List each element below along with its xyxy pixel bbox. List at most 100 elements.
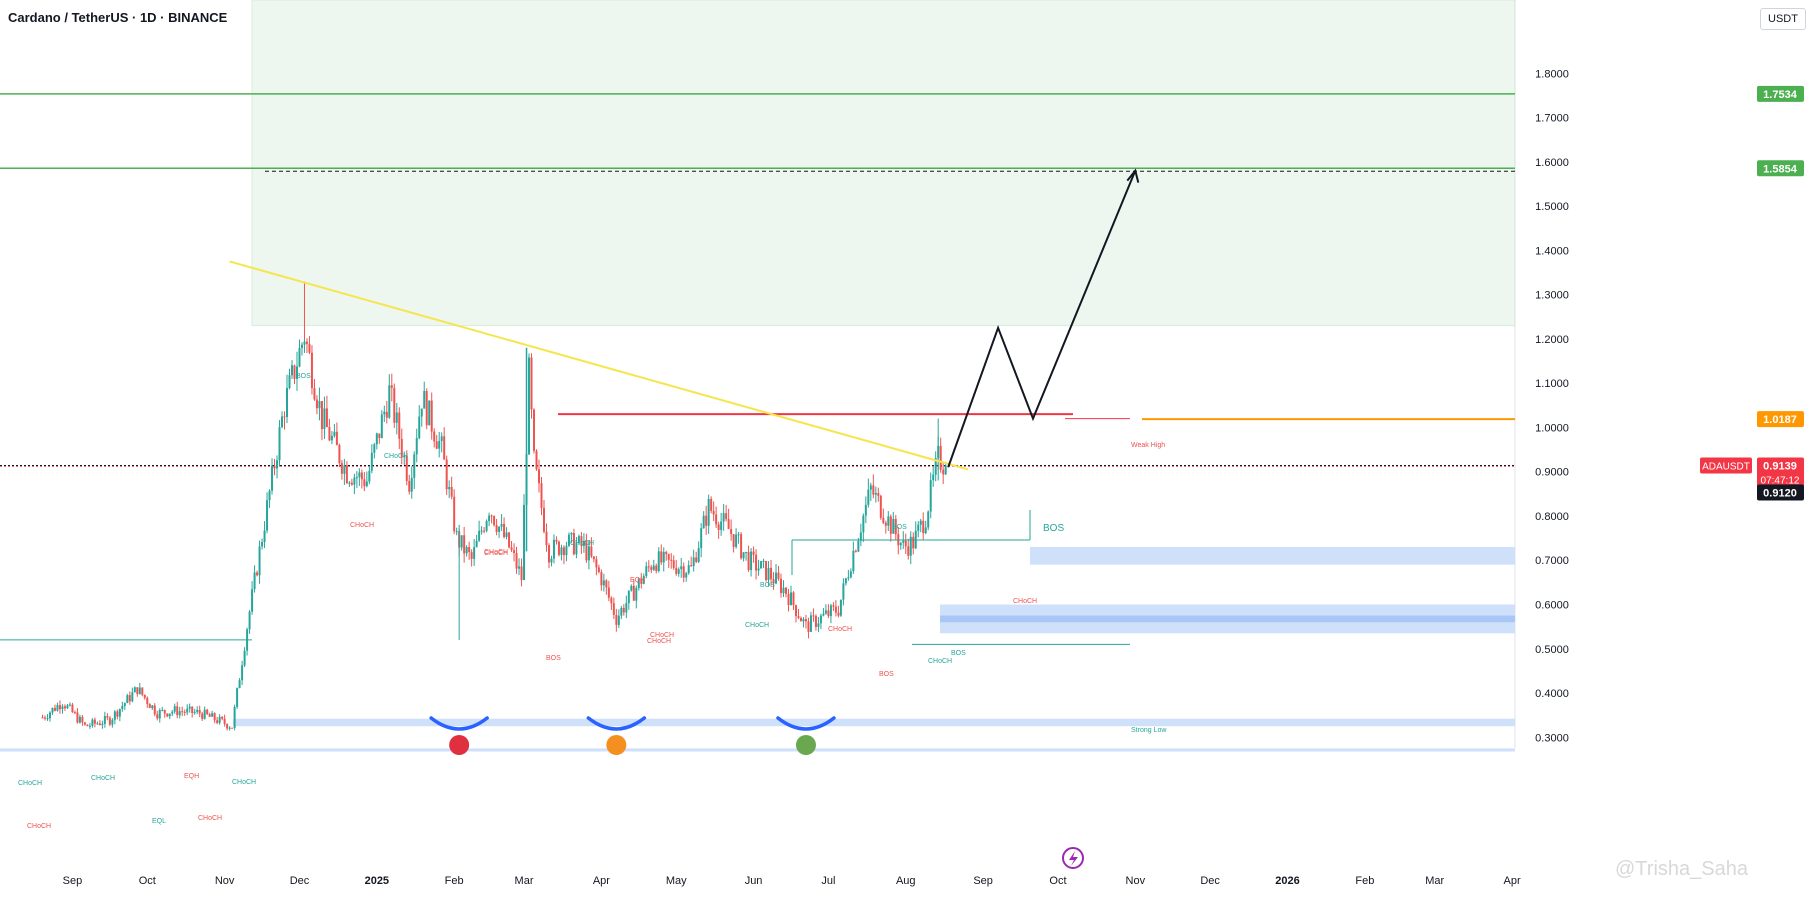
candle-body xyxy=(81,716,84,723)
candle-body xyxy=(191,706,194,713)
candle-body xyxy=(438,441,441,449)
y-tick-label: 0.5000 xyxy=(1535,644,1569,656)
candle-body xyxy=(293,365,296,379)
candle-body xyxy=(513,550,516,554)
candle-body xyxy=(460,535,463,548)
x-tick-label: Apr xyxy=(593,875,610,887)
candle-body xyxy=(542,507,545,532)
candle-body xyxy=(735,534,738,547)
candle-body xyxy=(323,408,326,430)
candle-body xyxy=(445,459,448,490)
candle-body xyxy=(468,547,471,553)
candle-body xyxy=(884,522,887,526)
candle-body xyxy=(176,706,179,716)
price-tag-text: 0.9120 xyxy=(1763,488,1797,500)
candle-body xyxy=(567,534,570,546)
candle-body xyxy=(493,516,496,526)
candle-body xyxy=(575,543,578,555)
candle-body xyxy=(533,409,536,451)
candle-body xyxy=(590,546,593,557)
candle-body xyxy=(640,578,643,584)
candle-body xyxy=(794,605,797,617)
candle-body xyxy=(368,470,371,482)
x-tick-label: Dec xyxy=(1200,875,1220,887)
candle-body xyxy=(216,720,219,723)
candle-body xyxy=(844,578,847,584)
candles xyxy=(41,336,947,731)
candle-body xyxy=(118,709,121,717)
candle-body xyxy=(799,617,802,622)
low-arc xyxy=(776,716,836,731)
candle-body xyxy=(515,553,518,569)
price-tag xyxy=(1757,85,1804,102)
candle-body xyxy=(510,547,513,551)
candle-body xyxy=(625,603,628,613)
candle-body xyxy=(807,621,810,632)
price-axis-unit-button[interactable]: USDT xyxy=(1760,8,1806,30)
price-tag xyxy=(1757,411,1804,428)
candle-body xyxy=(163,709,166,714)
candle-body xyxy=(113,711,116,720)
price-tag xyxy=(1757,160,1804,177)
candle-body xyxy=(211,713,214,717)
candle-body xyxy=(198,709,201,714)
candle-body xyxy=(241,665,244,681)
candle-body xyxy=(66,705,69,709)
candle-body xyxy=(305,341,308,344)
candle-body xyxy=(847,577,850,579)
candle-body xyxy=(343,465,346,474)
candle-body xyxy=(530,357,533,410)
candle-body xyxy=(819,615,822,624)
candle-body xyxy=(600,572,603,586)
candle-body xyxy=(318,401,321,409)
y-tick-label: 1.5000 xyxy=(1535,201,1569,213)
candle-body xyxy=(650,567,653,570)
candle-body xyxy=(355,477,358,479)
candle-body xyxy=(924,527,927,534)
candle-body xyxy=(498,526,501,532)
candle-body xyxy=(854,550,857,552)
structure-label: BOS xyxy=(296,373,311,380)
candle-body xyxy=(300,344,303,349)
candle-body xyxy=(138,687,141,694)
symbol-tag xyxy=(1700,457,1752,474)
y-tick-label: 0.7000 xyxy=(1535,555,1569,567)
structure-label: CHoCH xyxy=(745,622,769,629)
structure-label: BOS xyxy=(879,671,894,678)
candle-body xyxy=(632,585,635,601)
candle-body xyxy=(141,687,144,695)
candle-body xyxy=(46,718,49,720)
candle-body xyxy=(380,414,383,438)
candle-body xyxy=(747,552,750,571)
candle-body xyxy=(892,518,895,534)
candle-body xyxy=(837,612,840,616)
candle-body xyxy=(313,387,316,400)
candle-body xyxy=(78,716,81,723)
candle-body xyxy=(647,566,650,568)
candle-body xyxy=(824,610,827,614)
low-arc xyxy=(586,716,647,731)
candle-body xyxy=(470,552,473,559)
structure-label: BOS xyxy=(1043,523,1064,534)
candle-body xyxy=(238,680,241,689)
candle-body xyxy=(430,400,433,432)
candle-body xyxy=(246,629,249,651)
candle-body xyxy=(667,554,670,560)
candle-body xyxy=(41,717,44,719)
candle-body xyxy=(206,709,209,715)
candle-body xyxy=(158,710,161,719)
candle-body xyxy=(927,511,930,528)
candle-body xyxy=(103,716,106,724)
candle-body xyxy=(281,416,284,428)
candle-body xyxy=(852,550,855,572)
candle-body xyxy=(827,610,830,617)
candle-body xyxy=(917,524,920,531)
candle-body xyxy=(490,515,493,517)
candle-body xyxy=(520,566,523,581)
candle-body xyxy=(203,709,206,719)
projection-arrowhead xyxy=(1126,168,1140,183)
candle-body xyxy=(902,540,905,543)
current-price-text: 0.9139 xyxy=(1763,461,1797,473)
